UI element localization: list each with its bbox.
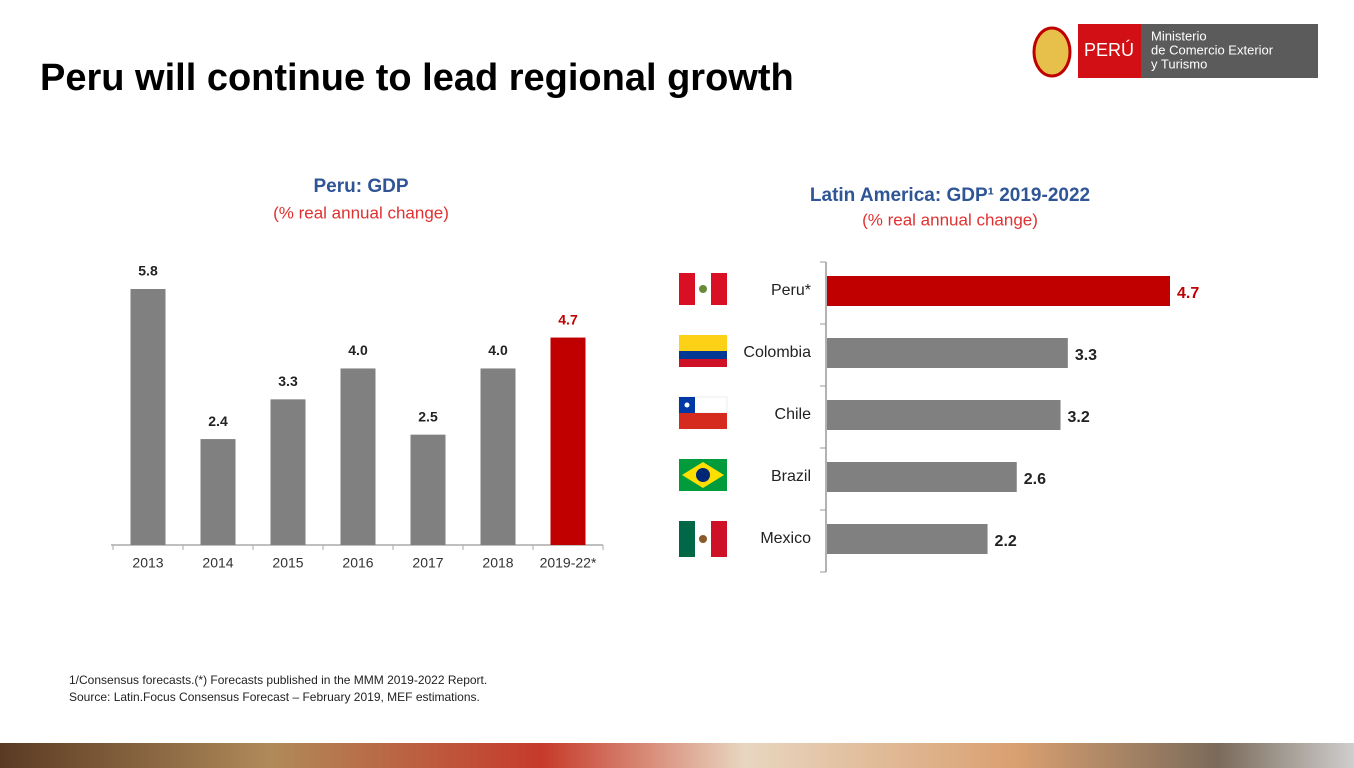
value-label: 3.2 bbox=[1068, 409, 1090, 426]
y-tick-label: Chile bbox=[775, 406, 812, 423]
x-tick-label: 2014 bbox=[202, 555, 233, 571]
bar bbox=[827, 276, 1170, 306]
value-label: 3.3 bbox=[278, 373, 298, 389]
logo-brand-box bbox=[1078, 24, 1141, 78]
chart-subtitle: (% real annual change) bbox=[273, 203, 449, 222]
y-tick-label: Colombia bbox=[743, 344, 811, 361]
bar bbox=[550, 337, 586, 545]
flag-brazil bbox=[679, 459, 727, 491]
flags bbox=[678, 273, 728, 557]
x-tick-label: 2013 bbox=[132, 555, 163, 571]
chart-subtitle: (% real annual change) bbox=[862, 210, 1038, 229]
bar bbox=[827, 524, 988, 554]
flag-peru bbox=[679, 273, 727, 305]
flag-chile bbox=[678, 396, 728, 429]
y-tick-label: Brazil bbox=[771, 468, 811, 485]
flag-colombia bbox=[679, 335, 727, 367]
value-label: 4.0 bbox=[348, 342, 368, 358]
value-label: 2.2 bbox=[995, 533, 1017, 550]
x-tick-label: 2018 bbox=[482, 555, 513, 571]
bar bbox=[827, 338, 1068, 368]
logo-ministry: Ministerio bbox=[1151, 28, 1207, 43]
bar bbox=[200, 439, 236, 545]
x-tick-label: 2019-22* bbox=[540, 555, 597, 571]
x-tick-label: 2017 bbox=[412, 555, 443, 571]
coat-of-arms bbox=[1032, 26, 1072, 78]
footnote: Source: Latin.Focus Consensus Forecast –… bbox=[69, 690, 480, 704]
bar bbox=[410, 434, 446, 545]
page-title: Peru will continue to lead regional grow… bbox=[40, 57, 794, 99]
value-label: 2.5 bbox=[418, 408, 438, 424]
chart-title: Peru: GDP bbox=[313, 176, 408, 197]
value-label: 4.7 bbox=[558, 311, 578, 327]
bar bbox=[270, 399, 306, 545]
value-label: 4.0 bbox=[488, 342, 508, 358]
x-tick-label: 2015 bbox=[272, 555, 303, 571]
bar bbox=[827, 462, 1017, 492]
chart-title: Latin America: GDP¹ 2019-2022 bbox=[810, 185, 1090, 206]
value-label: 4.7 bbox=[1177, 285, 1199, 302]
logo-ministry: y Turismo bbox=[1151, 56, 1207, 71]
value-label: 3.3 bbox=[1075, 347, 1097, 364]
value-label: 5.8 bbox=[138, 263, 158, 279]
logo-ministry-box bbox=[1141, 24, 1318, 78]
bar bbox=[827, 400, 1061, 430]
bar bbox=[130, 289, 166, 545]
logo-brand: PERÚ bbox=[1084, 39, 1134, 60]
value-label: 2.4 bbox=[208, 413, 228, 429]
value-label: 2.6 bbox=[1024, 471, 1046, 488]
y-tick-label: Mexico bbox=[760, 530, 811, 547]
bar bbox=[340, 368, 376, 545]
flag-mexico bbox=[679, 521, 727, 557]
y-tick-label: Peru* bbox=[771, 282, 811, 299]
decorative-strip bbox=[0, 743, 1354, 768]
footnote: 1/Consensus forecasts.(*) Forecasts publ… bbox=[69, 673, 487, 687]
logo: PERÚ Ministerio de Comercio Exterior y T… bbox=[1032, 24, 1318, 78]
bar bbox=[480, 368, 516, 545]
logo-ministry: de Comercio Exterior bbox=[1151, 42, 1274, 57]
x-tick-label: 2016 bbox=[342, 555, 373, 571]
